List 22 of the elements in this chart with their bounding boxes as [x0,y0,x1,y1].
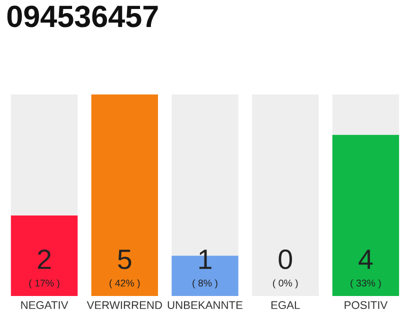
x-tick-label: NEGATIV [21,301,68,310]
annotation: ( 33% ) [350,279,381,288]
annotation: ( 17% ) [29,279,60,288]
x-tick-label: POSITIV [344,301,388,310]
data-label: 1 [199,250,212,269]
data-label: 4 [358,250,373,269]
chart-title: 094536457 [7,6,158,28]
x-tick-label: VERWIRREND [86,301,162,309]
annotation: ( 42% ) [110,279,140,288]
bar [332,94,400,135]
bar [252,94,319,296]
data-label: 2 [38,250,51,269]
annotation: ( 0% ) [273,279,298,288]
bar [10,215,78,296]
bar [91,94,158,296]
data-label: 0 [278,250,292,270]
bar [332,134,400,296]
x-tick-label: UNBEKANNTE [168,301,242,310]
annotation: ( 8% ) [192,279,218,288]
data-label: 5 [118,250,132,270]
bar [10,94,78,216]
x-tick-label: EGAL [271,301,300,310]
